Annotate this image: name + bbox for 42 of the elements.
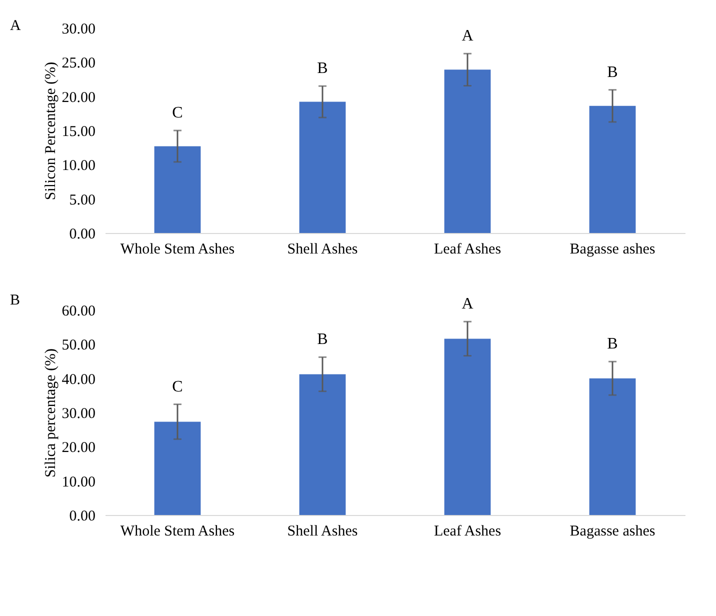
y-tick-label: 5.00 <box>69 192 96 208</box>
bar <box>444 70 491 233</box>
y-tick-label: 10.00 <box>62 158 96 174</box>
chart-title: A <box>10 18 21 34</box>
x-tick-label: Leaf Ashes <box>434 242 502 258</box>
annotation: B <box>607 336 618 353</box>
annotation: B <box>317 60 328 78</box>
y-tick-label: 40.00 <box>62 372 96 388</box>
annotation: A <box>462 296 474 313</box>
y-tick-label: 0.00 <box>69 508 96 524</box>
x-tick-label: Bagasse ashes <box>570 242 656 258</box>
x-tick-label: Bagasse ashes <box>570 524 656 540</box>
y-tick-label: 30.00 <box>62 406 96 422</box>
bar <box>589 106 636 233</box>
bar <box>444 338 491 515</box>
bar <box>154 146 201 233</box>
x-tick-label: Leaf Ashes <box>434 524 502 540</box>
y-tick-label: 50.00 <box>62 338 96 354</box>
y-tick-label: 30.00 <box>62 22 96 38</box>
y-axis-title: Silicon Percentage (%) <box>42 62 59 200</box>
bar <box>154 422 201 515</box>
y-tick-label: 60.00 <box>62 304 96 320</box>
bar <box>589 378 636 515</box>
x-tick-label: Shell Ashes <box>287 242 358 258</box>
bar <box>299 374 346 515</box>
annotation: B <box>607 64 618 81</box>
y-axis-title: Silica percentage (%) <box>42 348 59 478</box>
x-tick-label: Whole Stem Ashes <box>120 242 235 258</box>
annotation: C <box>172 378 183 396</box>
y-tick-label: 10.00 <box>62 474 96 490</box>
y-tick-label: 25.00 <box>62 56 96 72</box>
annotation: B <box>317 331 328 348</box>
chart-title: B <box>10 292 20 309</box>
y-tick-label: 0.00 <box>69 226 96 242</box>
x-tick-label: Shell Ashes <box>287 524 358 540</box>
annotation: A <box>462 28 474 45</box>
annotation: C <box>172 104 183 122</box>
y-tick-label: 20.00 <box>62 440 96 456</box>
y-tick-label: 20.00 <box>62 90 96 106</box>
bar <box>299 102 346 233</box>
x-tick-label: Whole Stem Ashes <box>120 524 235 540</box>
y-tick-label: 15.00 <box>62 124 96 140</box>
